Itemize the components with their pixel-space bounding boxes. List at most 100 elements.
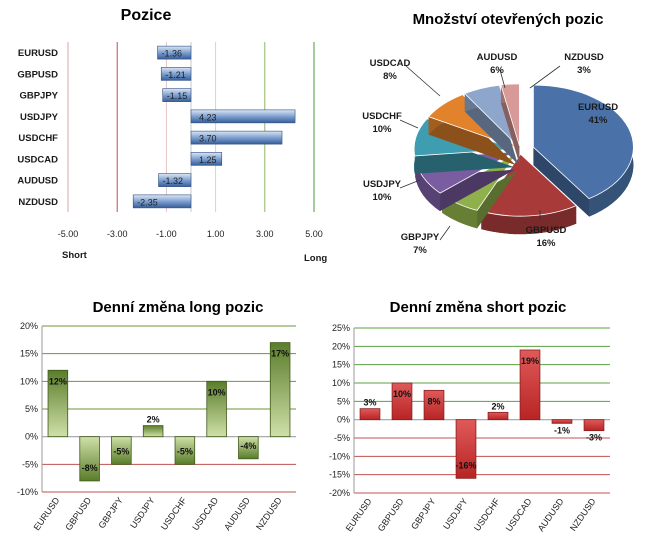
- pie-label: USDCAD: [370, 58, 411, 69]
- short-change-chart: Denní změna short pozic 25% 20% 15% 10% 5% 0%…: [329, 299, 610, 533]
- leader-line: [405, 65, 441, 97]
- x-tick-label: GBPJPY: [409, 496, 438, 531]
- pie-slice-side: [464, 103, 518, 165]
- x-tick-label: EURUSD: [32, 495, 62, 532]
- pie-label: GBPUSD: [526, 225, 567, 236]
- pie-label: USDJPY: [363, 179, 402, 190]
- bar: [455, 419, 477, 479]
- category-label: NZDUSD: [18, 197, 58, 208]
- data-label: -5%: [177, 446, 193, 456]
- leader-line: [439, 225, 451, 241]
- x-tick-label: USDCAD: [504, 496, 534, 533]
- bar: [423, 389, 445, 421]
- category-label: GBPUSD: [17, 69, 58, 80]
- pie-labels: EURUSD 41% GBPUSD 16% GBPJPY 7% USDJPY 10% USDCH…: [362, 52, 618, 256]
- x-tick-label: NZDUSD: [254, 495, 284, 532]
- data-label: 2%: [147, 415, 160, 425]
- y-tick-label: 5%: [337, 396, 350, 406]
- pozice-chart: Pozice -1.36-1.21-1.154.233.701.25-1.32-…: [17, 7, 327, 264]
- x-tick-label: -3.00: [107, 229, 128, 239]
- x-tick-label: -1.00: [156, 229, 177, 239]
- bar: [238, 436, 259, 460]
- bar: [79, 436, 100, 482]
- bar: [190, 109, 296, 124]
- bar: [132, 194, 192, 209]
- pozice-bars: -1.36 -1.21 -1.15 4.23 3.70 1.25 -1.32 -2.35: [132, 45, 296, 209]
- y-tick-label: 20%: [332, 341, 350, 351]
- x-tick-label: USDCHF: [472, 496, 502, 533]
- data-label: -1.32: [163, 176, 184, 186]
- data-label: -1.15: [167, 91, 188, 101]
- y-tick-label: -15%: [329, 470, 350, 480]
- data-label: -16%: [455, 460, 476, 470]
- pie-chart: Množství otevřených pozic EURUSD 41% GBPUS…: [362, 11, 634, 256]
- x-tick-label: NZDUSD: [568, 496, 598, 533]
- pie-value: 3%: [577, 65, 591, 76]
- data-label: 2%: [491, 401, 504, 411]
- data-label: -4%: [240, 441, 256, 451]
- bar: [174, 436, 196, 465]
- data-label: 1.25: [199, 155, 217, 165]
- x-tick-label: 1.00: [207, 229, 225, 239]
- bar: [111, 436, 132, 465]
- pozice-long-label: Long: [304, 253, 327, 264]
- x-tick-label: USDCHF: [159, 495, 189, 532]
- leader-line: [529, 65, 561, 89]
- data-label: -1%: [554, 425, 570, 435]
- pie-label: GBPJPY: [401, 232, 440, 243]
- bar: [160, 67, 192, 81]
- x-tick-label: AUDUSD: [222, 495, 252, 532]
- bar: [190, 130, 283, 145]
- bar: [519, 349, 541, 421]
- pie-slice-rim: [415, 158, 441, 212]
- bar: [157, 45, 192, 60]
- y-tick-label: 15%: [332, 360, 350, 370]
- pie-label: NZDUSD: [564, 52, 604, 63]
- x-tick-label: USDJPY: [128, 495, 157, 530]
- data-label: 10%: [208, 387, 226, 397]
- y-tick-label: 0%: [25, 432, 38, 442]
- x-tick-label: USDJPY: [441, 496, 470, 531]
- bar: [359, 408, 381, 421]
- y-tick-label: 10%: [20, 376, 38, 386]
- y-tick-label: -5%: [22, 459, 38, 469]
- data-label: -5%: [113, 446, 129, 456]
- pie-value: 8%: [383, 71, 397, 82]
- data-label: 19%: [521, 356, 539, 366]
- bar: [206, 380, 227, 438]
- y-tick-label: 5%: [25, 404, 38, 414]
- pie-slices: [413, 83, 634, 235]
- data-label: -2.35: [137, 197, 158, 207]
- bar: [551, 419, 573, 424]
- long-change-title: Denní změna long pozic: [93, 299, 264, 316]
- data-label: -1.21: [165, 70, 186, 80]
- bar: [391, 382, 413, 421]
- category-label: AUDUSD: [17, 176, 58, 187]
- x-tick-label: GBPUSD: [63, 495, 93, 532]
- bar: [583, 419, 605, 432]
- x-tick-label: 3.00: [256, 229, 274, 239]
- bar: [190, 152, 223, 166]
- x-tick-label: EURUSD: [344, 496, 374, 533]
- pie-slice-side: [428, 112, 516, 166]
- short-change-bars: [359, 349, 605, 479]
- bar: [47, 369, 69, 438]
- pie-slice-rim: [481, 205, 577, 235]
- x-tick-label: GBPUSD: [376, 496, 406, 533]
- x-tick-label: AUDUSD: [536, 496, 566, 533]
- pie-title: Množství otevřených pozic: [413, 11, 604, 28]
- bar: [158, 173, 192, 187]
- pozice-category-labels: EURUSD GBPUSD GBPJPY USDJPY USDCHF USDCAD AUDU…: [17, 48, 58, 208]
- data-label: 12%: [49, 376, 67, 386]
- data-label: 8%: [427, 396, 440, 406]
- y-tick-label: 10%: [332, 378, 350, 388]
- long-change-bars: [47, 342, 291, 482]
- y-tick-label: 0%: [337, 415, 350, 425]
- bar: [162, 88, 192, 102]
- short-change-gridlines: [353, 327, 610, 494]
- data-label: 10%: [393, 389, 411, 399]
- pie-value: 16%: [536, 238, 556, 249]
- y-tick-label: -20%: [329, 488, 350, 498]
- data-label: 17%: [271, 349, 289, 359]
- y-tick-label: 25%: [332, 323, 350, 333]
